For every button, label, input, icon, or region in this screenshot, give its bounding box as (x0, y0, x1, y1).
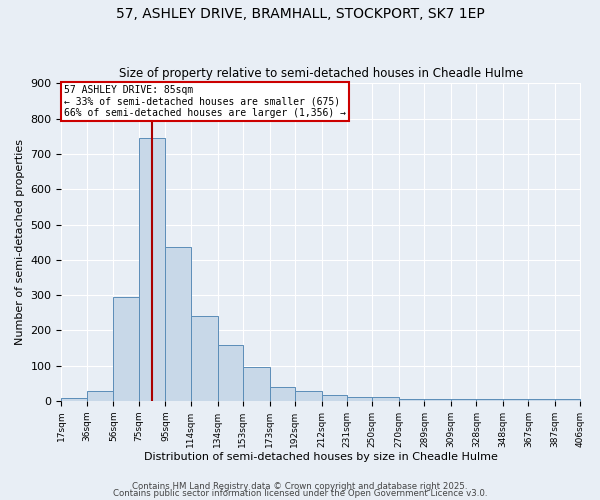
Bar (87, 391, 113, 401)
Bar (139, 138, 166, 401)
Text: 57 ASHLEY DRIVE: 85sqm
← 33% of semi-detached houses are smaller (675)
66% of se: 57 ASHLEY DRIVE: 85sqm ← 33% of semi-det… (64, 85, 346, 118)
Bar (322, 395, 347, 401)
Text: Contains public sector information licensed under the Open Government Licence v3: Contains public sector information licen… (113, 490, 487, 498)
Bar (373, 398, 399, 401)
Text: 57, ASHLEY DRIVE, BRAMHALL, STOCKPORT, SK7 1EP: 57, ASHLEY DRIVE, BRAMHALL, STOCKPORT, S… (116, 8, 484, 22)
Text: Contains HM Land Registry data © Crown copyright and database right 2025.: Contains HM Land Registry data © Crown c… (132, 482, 468, 491)
Bar (424, 399, 451, 401)
Bar (243, 366, 269, 401)
Bar (347, 398, 373, 401)
Bar (476, 399, 503, 401)
Bar (113, 297, 139, 401)
Bar (166, 246, 191, 401)
Bar (295, 391, 322, 401)
Bar (529, 399, 555, 401)
Bar (269, 388, 295, 401)
Bar (218, 346, 243, 401)
Bar (503, 399, 529, 401)
Bar (61, 398, 87, 401)
X-axis label: Distribution of semi-detached houses by size in Cheadle Hulme: Distribution of semi-detached houses by … (144, 452, 498, 462)
Bar (399, 399, 424, 401)
Y-axis label: Number of semi-detached properties: Number of semi-detached properties (15, 139, 25, 345)
Bar (555, 399, 580, 401)
Bar (451, 399, 476, 401)
Bar (191, 316, 218, 401)
Title: Size of property relative to semi-detached houses in Cheadle Hulme: Size of property relative to semi-detach… (119, 66, 523, 80)
